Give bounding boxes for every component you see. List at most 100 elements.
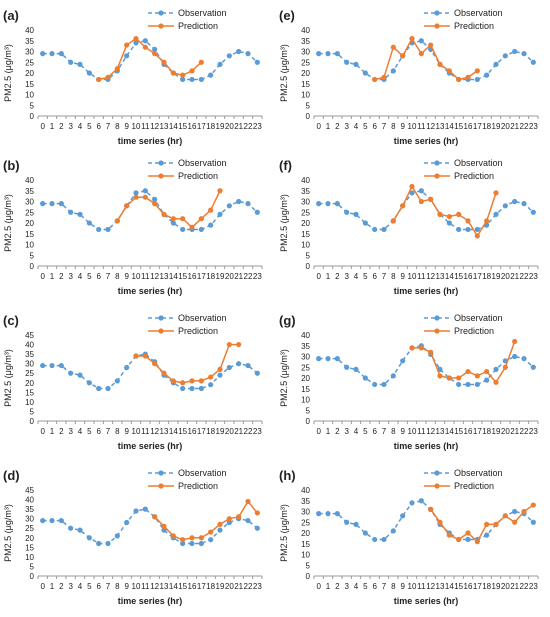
x-tick-label: 3: [68, 582, 73, 591]
prediction-point: [114, 218, 120, 224]
observation-point: [325, 51, 331, 57]
x-tick-label: 4: [354, 427, 359, 436]
y-tick-label: 40: [301, 486, 310, 495]
prediction-point: [381, 74, 387, 80]
x-tick-label: 10: [408, 122, 417, 131]
x-tick-label: 11: [417, 427, 426, 436]
observation-point: [521, 51, 527, 57]
observation-point: [474, 76, 480, 83]
x-tick-label: 10: [132, 122, 141, 131]
x-tick-label: 3: [344, 122, 349, 131]
x-axis-label: time series (hr): [118, 441, 183, 451]
observation-point: [381, 536, 387, 543]
panel-label: (f): [279, 158, 292, 173]
y-tick-label: 35: [25, 187, 34, 196]
observation-point: [198, 76, 204, 83]
legend-marker: [158, 10, 164, 16]
observation-point: [142, 38, 148, 44]
y-tick-label: 5: [306, 101, 311, 110]
observation-point: [409, 190, 415, 196]
prediction-point: [502, 364, 508, 370]
x-tick-label: 14: [445, 582, 454, 591]
observation-point: [325, 511, 331, 517]
observation-point: [446, 220, 452, 226]
y-axis-label: PM2.5 (μg/m³): [279, 504, 289, 562]
x-tick-label: 4: [354, 122, 359, 131]
x-tick-label: 15: [178, 272, 187, 281]
y-axis-label: PM2.5 (μg/m³): [3, 504, 13, 562]
observation-point: [208, 222, 214, 228]
x-tick-label: 16: [188, 582, 197, 591]
y-tick-label: 25: [301, 58, 310, 67]
x-tick-label: 23: [529, 272, 538, 281]
y-tick-label: 40: [301, 26, 310, 35]
x-tick-label: 18: [206, 427, 215, 436]
observation-series-line: [318, 189, 534, 231]
prediction-point: [161, 59, 167, 65]
x-tick-label: 6: [96, 122, 101, 131]
y-tick-label: 5: [306, 406, 311, 415]
x-tick-label: 13: [160, 582, 169, 591]
prediction-point: [456, 76, 462, 83]
y-tick-label: 5: [306, 561, 311, 570]
observation-point: [198, 385, 204, 392]
observation-point: [325, 201, 331, 207]
x-tick-label: 9: [400, 122, 405, 131]
x-tick-label: 18: [482, 272, 491, 281]
prediction-point: [133, 36, 139, 42]
x-tick-label: 23: [529, 582, 538, 591]
observation-point: [493, 366, 499, 372]
prediction-point: [474, 539, 480, 545]
x-tick-label: 19: [216, 122, 225, 131]
prediction-point: [180, 72, 186, 78]
observation-point: [493, 211, 499, 217]
legend-label: Observation: [178, 8, 227, 18]
prediction-point: [446, 213, 452, 220]
y-tick-label: 40: [25, 496, 34, 505]
x-tick-label: 15: [454, 582, 463, 591]
prediction-point: [409, 36, 415, 42]
prediction-point: [217, 521, 223, 527]
observation-point: [68, 59, 74, 65]
observation-point: [502, 53, 508, 59]
x-tick-label: 1: [326, 122, 331, 131]
x-tick-label: 4: [78, 427, 83, 436]
x-tick-label: 14: [169, 122, 178, 131]
y-tick-label: 0: [30, 572, 35, 581]
x-tick-label: 8: [391, 427, 396, 436]
prediction-point: [152, 201, 158, 207]
x-tick-label: 11: [417, 272, 426, 281]
y-tick-label: 15: [25, 230, 34, 239]
prediction-series-line: [430, 504, 534, 543]
observation-point: [400, 358, 406, 364]
y-tick-label: 40: [301, 176, 310, 185]
observation-point: [334, 51, 340, 57]
observation-point: [474, 381, 480, 388]
x-tick-label: 7: [382, 582, 387, 591]
prediction-point: [245, 498, 251, 505]
x-tick-label: 6: [96, 427, 101, 436]
observation-point: [254, 370, 260, 376]
x-tick-label: 10: [132, 427, 141, 436]
legend-label: Observation: [454, 313, 503, 323]
observation-point: [152, 46, 158, 52]
observation-point: [86, 220, 92, 226]
y-tick-label: 35: [25, 350, 34, 359]
observation-point: [86, 535, 92, 541]
observation-point: [226, 53, 232, 59]
y-tick-label: 25: [25, 58, 34, 67]
x-tick-label: 21: [234, 582, 243, 591]
prediction-point: [521, 508, 527, 515]
y-tick-label: 25: [25, 208, 34, 217]
x-tick-label: 10: [408, 272, 417, 281]
observation-point: [142, 188, 148, 194]
prediction-point: [400, 203, 406, 209]
x-tick-label: 18: [482, 582, 491, 591]
observation-point: [124, 519, 130, 526]
x-axis-label: time series (hr): [118, 286, 183, 296]
prediction-point: [161, 523, 167, 529]
legend-label: Observation: [454, 8, 503, 18]
x-tick-label: 18: [206, 272, 215, 281]
x-tick-label: 23: [529, 427, 538, 436]
x-tick-label: 13: [436, 272, 445, 281]
